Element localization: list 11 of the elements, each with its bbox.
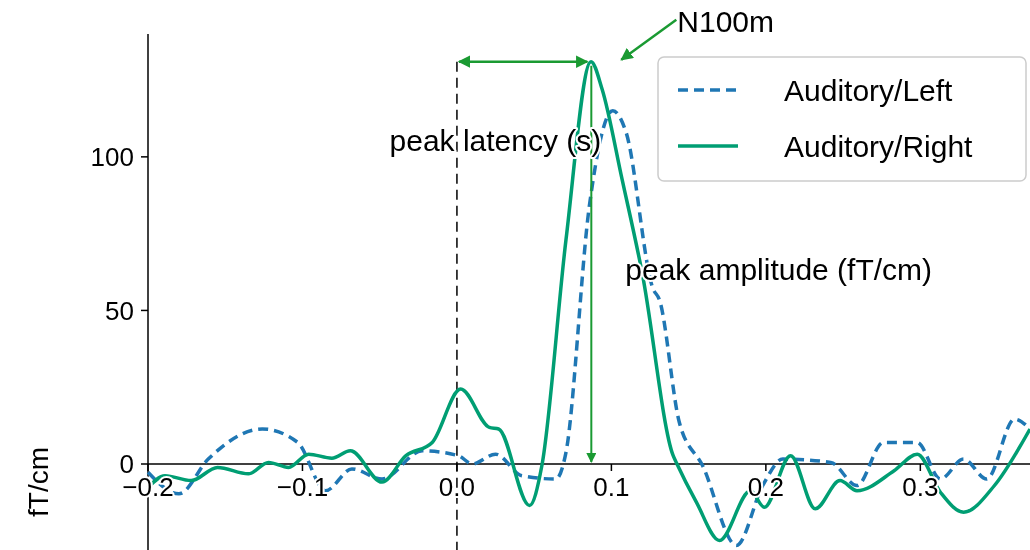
x-tick-label: 0.3 — [902, 472, 939, 502]
legend-label: Auditory/Left — [784, 73, 954, 107]
y-tick-label: 50 — [105, 295, 134, 326]
x-tick-label: 0.1 — [593, 472, 630, 502]
annotation: N100m — [677, 4, 775, 38]
y-tick-label: 100 — [90, 141, 134, 172]
y-axis-title: fT/cm — [23, 447, 54, 517]
y-tick-label: 0 — [119, 449, 134, 480]
legend-label: Auditory/Right — [784, 129, 974, 163]
x-tick-label: 0.0 — [438, 472, 476, 502]
x-tick-label: −0.1 — [276, 472, 329, 502]
